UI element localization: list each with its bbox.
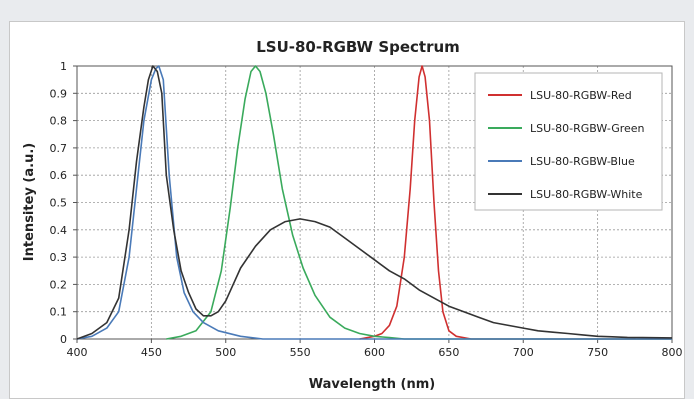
- series-line-lsu-80-rgbw-white: [76, 65, 673, 340]
- y-tick-label: 0.2: [50, 278, 68, 291]
- x-tick-label: 700: [513, 346, 534, 359]
- series-line-lsu-80-rgbw-blue: [76, 65, 672, 340]
- series-lines: [76, 65, 673, 340]
- legend-label: LSU-80-RGBW-Red: [530, 89, 632, 102]
- x-tick-label: 550: [290, 346, 311, 359]
- legend-label: LSU-80-RGBW-Green: [530, 122, 645, 135]
- x-tick-label: 500: [215, 346, 236, 359]
- y-tick-label: 0.6: [50, 169, 68, 182]
- x-tick-label: 450: [141, 346, 162, 359]
- y-tick-label: 0.7: [50, 142, 68, 155]
- x-tick-label: 600: [364, 346, 385, 359]
- y-tick-label: 1: [60, 60, 67, 73]
- tick-labels: 400 450 500 550 600 650 700 750 800 0 0.1 0.2 0.3 0.4…: [50, 60, 683, 359]
- y-tick-label: 0.1: [50, 306, 68, 319]
- y-tick-label: 0.9: [50, 87, 68, 100]
- x-tick-label: 800: [662, 346, 683, 359]
- x-axis-title: Wavelength (nm): [309, 377, 435, 392]
- legend-label: LSU-80-RGBW-Blue: [530, 155, 635, 168]
- y-axis-title: Intensitey (a.u.): [22, 143, 37, 261]
- gridlines: [77, 66, 672, 339]
- x-tick-label: 750: [587, 346, 608, 359]
- x-tick-label: 400: [67, 346, 88, 359]
- y-tick-label: 0.5: [50, 197, 68, 210]
- series-line-lsu-80-rgbw-green: [166, 65, 672, 340]
- legend: LSU-80-RGBW-Red LSU-80-RGBW-Green LSU-80-R…: [474, 72, 663, 211]
- y-tick-label: 0: [60, 333, 67, 346]
- y-tick-label: 0.8: [50, 115, 68, 128]
- x-tick-label: 650: [438, 346, 459, 359]
- y-tick-label: 0.4: [50, 224, 68, 237]
- legend-label: LSU-80-RGBW-White: [530, 188, 643, 201]
- y-tick-label: 0.3: [50, 251, 68, 264]
- chart-title: LSU-80-RGBW Spectrum: [256, 38, 460, 56]
- series-line-lsu-80-rgbw-red: [359, 65, 672, 340]
